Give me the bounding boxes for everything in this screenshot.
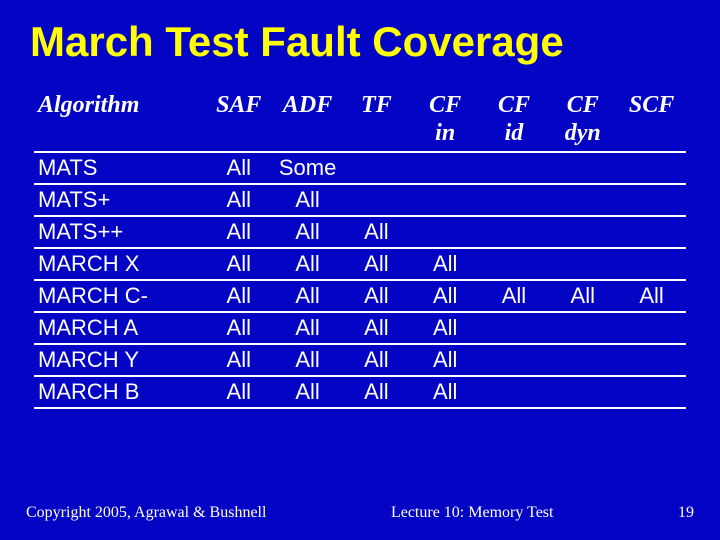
- cell: MARCH C-: [34, 280, 204, 312]
- cell: All: [204, 184, 273, 216]
- cell: [617, 312, 686, 344]
- cell: MARCH X: [34, 248, 204, 280]
- cell: All: [273, 280, 342, 312]
- col-header-algorithm: Algorithm: [34, 88, 204, 152]
- cell: [548, 344, 617, 376]
- cell: [342, 152, 411, 184]
- cell: All: [617, 280, 686, 312]
- table-body: MATS All Some MATS+ All All MATS++: [34, 152, 686, 408]
- cell: All: [273, 216, 342, 248]
- cell: All: [204, 152, 273, 184]
- cell: All: [411, 312, 480, 344]
- col-header-saf: SAF: [204, 88, 273, 152]
- cell: All: [204, 344, 273, 376]
- cell: MARCH Y: [34, 344, 204, 376]
- cell: All: [411, 344, 480, 376]
- table-row: MATS++ All All All: [34, 216, 686, 248]
- cell: All: [548, 280, 617, 312]
- cell: [548, 184, 617, 216]
- cell: Some: [273, 152, 342, 184]
- cell: [548, 216, 617, 248]
- coverage-table: Algorithm SAF ADF TF CF in CF id CF dyn …: [34, 88, 686, 409]
- footer-lecture: Lecture 10: Memory Test: [391, 504, 554, 522]
- cell: All: [411, 248, 480, 280]
- cell: All: [273, 312, 342, 344]
- cell: All: [273, 344, 342, 376]
- table-row: MARCH A All All All All: [34, 312, 686, 344]
- cell: All: [204, 248, 273, 280]
- coverage-table-region: Algorithm SAF ADF TF CF in CF id CF dyn …: [34, 88, 686, 409]
- table-row: MATS+ All All: [34, 184, 686, 216]
- cell: [617, 152, 686, 184]
- cell: [480, 184, 549, 216]
- table-row: MARCH B All All All All: [34, 376, 686, 408]
- cell: All: [342, 376, 411, 408]
- col-header-tf: TF: [342, 88, 411, 152]
- table-header-row: Algorithm SAF ADF TF CF in CF id CF dyn …: [34, 88, 686, 152]
- cell: MATS: [34, 152, 204, 184]
- cell: All: [204, 376, 273, 408]
- cell: [342, 184, 411, 216]
- cell: [411, 152, 480, 184]
- cell: [548, 248, 617, 280]
- cell: All: [273, 376, 342, 408]
- slide-footer: Copyright 2005, Agrawal & Bushnell Lectu…: [0, 504, 720, 522]
- cell: MARCH A: [34, 312, 204, 344]
- cell: All: [204, 312, 273, 344]
- cell: MATS+: [34, 184, 204, 216]
- cell: [480, 152, 549, 184]
- cell: All: [411, 280, 480, 312]
- cell: [617, 216, 686, 248]
- cell: All: [342, 280, 411, 312]
- col-header-cfin: CF in: [411, 88, 480, 152]
- table-row: MARCH X All All All All: [34, 248, 686, 280]
- table-row: MARCH C- All All All All All All All: [34, 280, 686, 312]
- cell: [480, 344, 549, 376]
- cell: MARCH B: [34, 376, 204, 408]
- cell: [617, 376, 686, 408]
- col-header-scf: SCF: [617, 88, 686, 152]
- cell: All: [342, 344, 411, 376]
- cell: [617, 248, 686, 280]
- col-header-cfid: CF id: [480, 88, 549, 152]
- table-row: MARCH Y All All All All: [34, 344, 686, 376]
- col-header-cfdyn: CF dyn: [548, 88, 617, 152]
- cell: [548, 152, 617, 184]
- cell: All: [204, 280, 273, 312]
- cell: [480, 312, 549, 344]
- cell: All: [480, 280, 549, 312]
- cell: [617, 344, 686, 376]
- cell: [480, 216, 549, 248]
- cell: MATS++: [34, 216, 204, 248]
- cell: [617, 184, 686, 216]
- footer-copyright: Copyright 2005, Agrawal & Bushnell: [26, 504, 266, 522]
- cell: [411, 216, 480, 248]
- cell: [480, 248, 549, 280]
- cell: All: [342, 248, 411, 280]
- cell: All: [342, 216, 411, 248]
- cell: [548, 312, 617, 344]
- cell: All: [273, 248, 342, 280]
- cell: All: [411, 376, 480, 408]
- cell: [480, 376, 549, 408]
- slide-title: March Test Fault Coverage: [0, 0, 720, 66]
- cell: All: [273, 184, 342, 216]
- cell: All: [342, 312, 411, 344]
- table-row: MATS All Some: [34, 152, 686, 184]
- col-header-adf: ADF: [273, 88, 342, 152]
- cell: [411, 184, 480, 216]
- cell: All: [204, 216, 273, 248]
- footer-page-number: 19: [678, 504, 694, 522]
- cell: [548, 376, 617, 408]
